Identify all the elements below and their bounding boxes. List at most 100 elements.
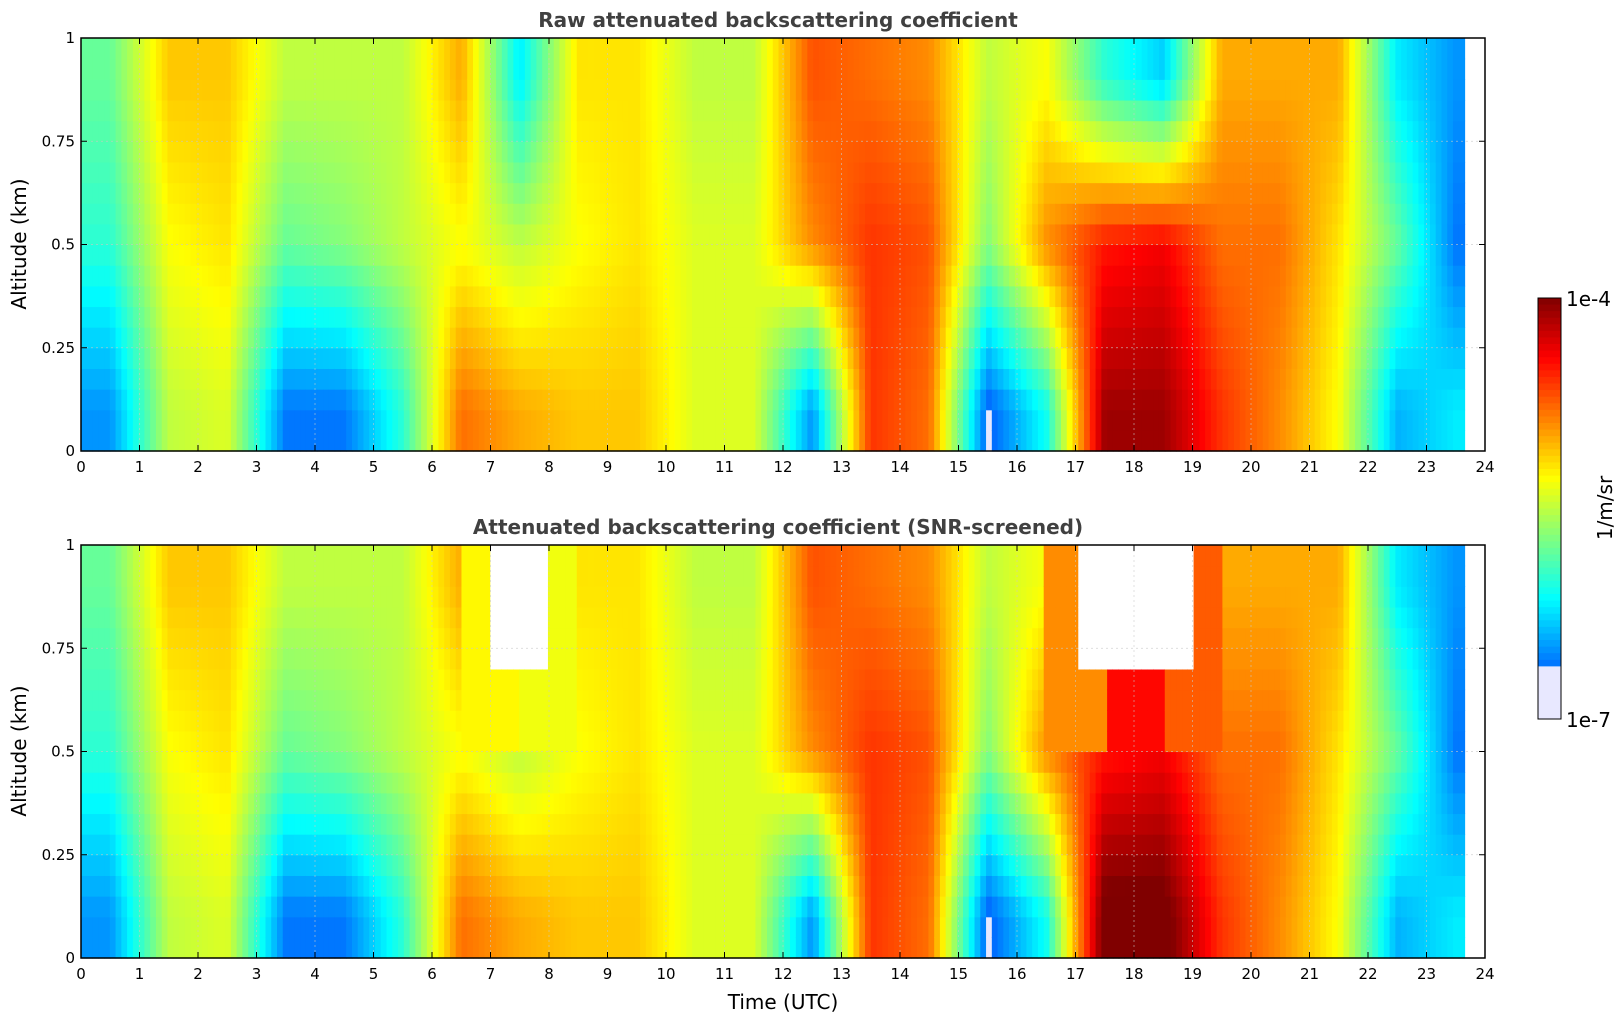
heatmap-cell xyxy=(766,203,774,225)
heatmap-cell xyxy=(242,265,249,287)
heatmap-cell xyxy=(962,347,970,369)
heatmap-cell xyxy=(645,430,653,452)
heatmap-cell xyxy=(847,430,855,452)
heatmap-cell xyxy=(1020,58,1028,80)
heatmap-cell xyxy=(1118,347,1126,369)
heatmap-cell xyxy=(841,223,849,246)
heatmap-cell xyxy=(501,141,509,163)
heatmap-cell xyxy=(184,161,192,184)
heatmap-cell xyxy=(645,203,653,225)
heatmap-cell xyxy=(559,347,566,369)
heatmap-cell xyxy=(1343,182,1350,204)
heatmap-cell xyxy=(288,203,295,225)
heatmap-cell xyxy=(524,285,532,308)
heatmap-cell xyxy=(709,182,716,204)
heatmap-cell xyxy=(755,79,762,101)
heatmap-cell xyxy=(132,285,140,308)
heatmap-cell xyxy=(248,409,255,431)
heatmap-cell xyxy=(98,854,105,876)
heatmap-cell xyxy=(507,58,514,80)
heatmap-cell xyxy=(1107,203,1114,225)
heatmap-cell xyxy=(617,368,624,390)
heatmap-cell xyxy=(1101,327,1108,349)
heatmap-cell xyxy=(132,244,140,266)
heatmap-cell xyxy=(772,182,780,204)
heatmap-cell xyxy=(519,306,526,328)
heatmap-cell xyxy=(1055,223,1062,246)
heatmap-cell xyxy=(830,161,837,184)
heatmap-cell xyxy=(230,244,238,266)
heatmap-cell xyxy=(680,306,687,328)
heatmap-cell xyxy=(813,120,820,142)
heatmap-cell xyxy=(271,347,278,369)
heatmap-cell xyxy=(1089,347,1097,369)
heatmap-cell xyxy=(680,223,687,246)
heatmap-cell xyxy=(323,58,330,80)
heatmap-cell xyxy=(81,203,88,225)
heatmap-cell xyxy=(288,244,295,266)
heatmap-cell xyxy=(444,223,451,246)
heatmap-cell xyxy=(1193,409,1200,431)
x-tick-label: 15 xyxy=(949,458,968,476)
heatmap-cell xyxy=(369,389,376,411)
heatmap-cell xyxy=(253,120,261,142)
heatmap-cell xyxy=(496,99,503,122)
heatmap-cell xyxy=(461,368,468,390)
heatmap-cell xyxy=(230,203,238,225)
heatmap-cell xyxy=(986,409,993,431)
heatmap-cell xyxy=(547,161,555,184)
heatmap-cell xyxy=(1308,327,1316,349)
heatmap-cell xyxy=(755,306,762,328)
heatmap-cell xyxy=(421,58,428,80)
heatmap-cell xyxy=(1383,327,1391,349)
heatmap-cell xyxy=(1084,203,1091,225)
heatmap-cell xyxy=(1089,430,1097,452)
heatmap-cell xyxy=(496,79,503,101)
heatmap-cell xyxy=(980,79,987,101)
heatmap-cell xyxy=(893,265,901,287)
heatmap-cell xyxy=(1354,368,1362,390)
heatmap-cell xyxy=(305,223,313,246)
heatmap-cell xyxy=(1130,182,1137,204)
heatmap-cell xyxy=(755,327,762,349)
heatmap-cell xyxy=(81,409,88,431)
heatmap-cell xyxy=(398,265,405,287)
heatmap-cell xyxy=(1383,161,1391,184)
heatmap-cell xyxy=(317,120,324,142)
heatmap-cell xyxy=(553,141,561,163)
heatmap-cell xyxy=(720,161,728,184)
heatmap-cell xyxy=(1141,368,1149,390)
heatmap-cell xyxy=(870,285,878,308)
heatmap-cell xyxy=(565,368,572,390)
heatmap-cell xyxy=(449,327,457,349)
heatmap-cell xyxy=(922,99,930,122)
heatmap-cell xyxy=(1107,327,1114,349)
heatmap-cell xyxy=(1256,223,1264,246)
heatmap-cell xyxy=(1389,120,1396,142)
heatmap-cell xyxy=(1084,141,1091,163)
heatmap-cell xyxy=(236,58,244,80)
heatmap-cell xyxy=(657,327,664,349)
heatmap-cell xyxy=(905,327,912,349)
heatmap-cell xyxy=(115,430,122,452)
heatmap-cell xyxy=(104,327,111,349)
heatmap-cell xyxy=(1389,38,1396,60)
heatmap-cell xyxy=(86,648,94,670)
heatmap-cell xyxy=(507,244,514,266)
heatmap-cell xyxy=(1164,99,1172,122)
heatmap-cell xyxy=(841,161,849,184)
heatmap-cell xyxy=(905,223,912,246)
heatmap-cell xyxy=(178,182,186,204)
heatmap-cell xyxy=(317,285,324,308)
heatmap-cell xyxy=(167,79,174,101)
heatmap-cell xyxy=(1055,38,1062,60)
heatmap-cell xyxy=(945,79,953,101)
heatmap-cell xyxy=(882,120,889,142)
heatmap-cell xyxy=(109,368,117,390)
heatmap-cell xyxy=(305,368,313,390)
heatmap-cell xyxy=(1268,327,1275,349)
heatmap-cell xyxy=(472,79,480,101)
heatmap-cell xyxy=(1245,389,1252,411)
heatmap-cell xyxy=(461,409,468,431)
heatmap-cell xyxy=(380,244,388,266)
